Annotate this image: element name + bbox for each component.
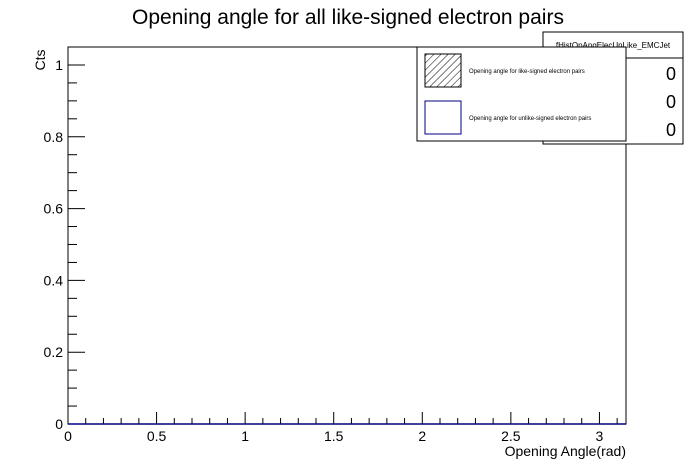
x-axis-title: Opening Angle(rad) <box>505 443 626 459</box>
x-axis: 0 0.5 1 1.5 2 2.5 3 <box>64 412 618 444</box>
y-tick-label: 0.8 <box>44 129 64 145</box>
x-tick-label: 2 <box>418 428 426 444</box>
legend: Opening angle for like-signed electron p… <box>416 46 627 142</box>
legend-swatch-like <box>424 53 462 88</box>
y-tick-label: 0.6 <box>44 201 64 217</box>
x-tick-label: 1.5 <box>324 428 344 444</box>
y-tick-label: 0.2 <box>44 344 64 360</box>
x-tick-label: 3 <box>596 428 604 444</box>
stats-box-name: fHistOpAngElecUnLike_EMCJet <box>556 41 671 50</box>
chart-title: Opening angle for all like-signed electr… <box>132 6 564 29</box>
legend-label-unlike: Opening angle for unlike-signed electron… <box>469 116 591 122</box>
legend-swatch-unlike <box>424 100 462 135</box>
y-tick-label: 0.4 <box>44 272 64 288</box>
x-tick-label: 0 <box>64 428 72 444</box>
x-tick-label: 2.5 <box>501 428 521 444</box>
x-tick-label: 1 <box>241 428 249 444</box>
stats-value-mean: 0 <box>666 92 676 112</box>
y-axis: 0 0.2 0.4 0.6 0.8 1 <box>44 46 85 432</box>
stats-value-entries: 0 <box>666 64 676 84</box>
y-tick-label: 0 <box>55 416 63 432</box>
x-tick-label: 0.5 <box>147 428 167 444</box>
y-tick-label: 1 <box>55 57 63 73</box>
stats-value-stddev: 0 <box>666 120 676 140</box>
y-axis-title: Cts <box>32 50 48 71</box>
legend-label-like: Opening angle for like-signed electron p… <box>469 69 585 75</box>
